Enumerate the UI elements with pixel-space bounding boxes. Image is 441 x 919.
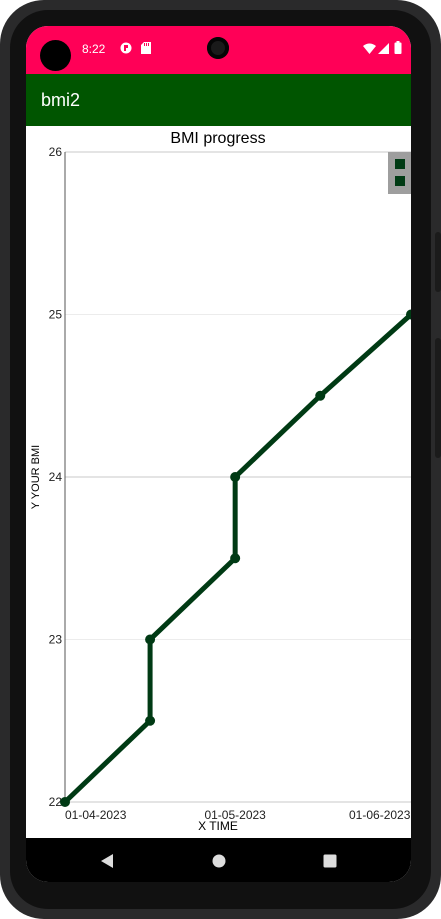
- back-icon: [101, 854, 113, 868]
- chart-area[interactable]: BMI progress 22 23 24 25 26 01-04-2023 01-05-…: [26, 126, 411, 838]
- y-tick-label: 23: [49, 633, 63, 647]
- camera-hole: [40, 40, 71, 71]
- legend-box[interactable]: [388, 152, 411, 194]
- status-time: 8:22: [82, 42, 106, 56]
- y-tick-label: 24: [49, 470, 63, 484]
- data-point[interactable]: [145, 634, 156, 645]
- bmi-line-chart[interactable]: BMI progress 22 23 24 25 26 01-04-2023 01-05-…: [26, 126, 411, 838]
- screen: 8:22 bmi2: [26, 26, 411, 882]
- data-point[interactable]: [60, 797, 70, 807]
- x-tick-label: 01-06-2023: [349, 808, 411, 822]
- data-point[interactable]: [315, 390, 326, 401]
- legend-marker-2: [395, 176, 405, 186]
- front-camera: [207, 37, 229, 59]
- recents-icon: [323, 854, 337, 868]
- signal-icon: [378, 43, 389, 54]
- x-tick-label: 01-04-2023: [65, 808, 127, 822]
- data-point[interactable]: [230, 553, 241, 564]
- recents-button[interactable]: [317, 848, 343, 874]
- data-point[interactable]: [230, 472, 241, 482]
- x-axis-label: X TIME: [198, 819, 238, 833]
- home-button[interactable]: [206, 848, 232, 874]
- home-icon: [212, 854, 226, 868]
- y-axis-ticks: 22 23 24 25 26: [49, 145, 63, 809]
- back-button[interactable]: [94, 848, 120, 874]
- y-axis-label: Y YOUR BMI: [30, 445, 42, 509]
- chart-grid: [65, 151, 411, 803]
- legend-toggle[interactable]: [388, 152, 411, 194]
- y-tick-label: 25: [49, 308, 63, 322]
- battery-icon: [394, 41, 402, 54]
- y-tick-label: 22: [49, 795, 63, 809]
- notification-icon: [120, 42, 132, 54]
- status-bar: 8:22: [26, 26, 411, 74]
- x-tick-label: 01-05-2023: [204, 808, 266, 822]
- legend-marker-1: [395, 159, 405, 169]
- x-axis-ticks: 01-04-2023 01-05-2023 01-06-2023: [65, 808, 411, 822]
- volume-button: [435, 338, 441, 458]
- power-button: [435, 232, 441, 292]
- y-tick-label: 26: [49, 145, 63, 159]
- navigation-bar: [26, 838, 411, 882]
- series-bmi: [60, 309, 411, 807]
- app-title: bmi2: [41, 90, 81, 110]
- data-point[interactable]: [145, 715, 156, 726]
- chart-title: BMI progress: [170, 130, 265, 147]
- app-bar: bmi2: [26, 74, 411, 126]
- data-point[interactable]: [406, 309, 411, 320]
- sd-card-icon: [141, 42, 151, 54]
- wifi-icon: [363, 43, 376, 54]
